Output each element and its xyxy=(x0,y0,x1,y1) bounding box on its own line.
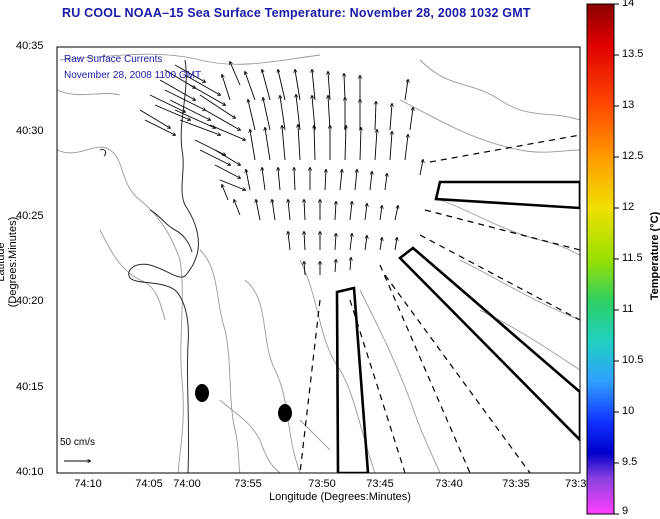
coastline xyxy=(99,59,199,473)
x-tick: 73:3 xyxy=(565,478,587,490)
y-tick: 40:25 xyxy=(16,210,44,222)
colorbar xyxy=(586,3,615,515)
map-title: RU COOL NOAA–15 Sea Surface Temperature:… xyxy=(62,6,531,20)
scale-label: 50 cm/s xyxy=(60,437,96,448)
x-tick: 73:45 xyxy=(366,478,394,490)
colorbar-tick: 11 xyxy=(622,303,634,315)
x-tick: 74:00 xyxy=(173,478,201,490)
buoy-marker xyxy=(278,404,292,422)
colorbar-tick: 12.5 xyxy=(622,150,644,162)
radar-beams xyxy=(335,180,580,473)
colorbar-ticks xyxy=(614,3,619,515)
colorbar-tick: 13.5 xyxy=(622,48,644,60)
x-tick: 74:05 xyxy=(135,478,163,490)
y-tick: 40:35 xyxy=(16,40,44,52)
colorbar-tick: 9 xyxy=(622,505,629,517)
x-tick: 73:55 xyxy=(234,478,262,490)
colorbar-tick: 10 xyxy=(622,405,635,417)
y-tick: 40:15 xyxy=(16,381,44,393)
plot-frame xyxy=(56,46,581,474)
colorbar-tick: 12 xyxy=(622,201,635,213)
colorbar-label: Temperature (°C) xyxy=(649,211,660,301)
legend-currents-label: Raw Surface Currents xyxy=(64,54,163,65)
colorbar-tick: 9.5 xyxy=(622,456,638,468)
x-tick: 73:50 xyxy=(308,478,336,490)
current-vectors xyxy=(64,62,423,461)
y-tick: 40:10 xyxy=(16,466,44,478)
colorbar-tick: 13 xyxy=(622,99,635,111)
dashed-radials xyxy=(299,134,580,473)
x-tick: 73:35 xyxy=(502,478,530,490)
colorbar-tick: 11.5 xyxy=(622,252,643,264)
bathymetry-contours xyxy=(57,53,580,473)
x-tick: 74:10 xyxy=(74,478,102,490)
y-tick: 40:30 xyxy=(16,125,44,137)
x-axis-label: Longitude (Degrees:Minutes) xyxy=(269,491,411,503)
colorbar-tick: 14 xyxy=(622,0,635,9)
colorbar-tick: 10.5 xyxy=(622,354,644,366)
buoy-marker xyxy=(195,384,209,402)
legend-currents-time: November 28, 2008 1100 GMT xyxy=(64,70,202,81)
y-tick: 40:20 xyxy=(16,295,44,307)
x-tick: 73:40 xyxy=(435,478,463,490)
